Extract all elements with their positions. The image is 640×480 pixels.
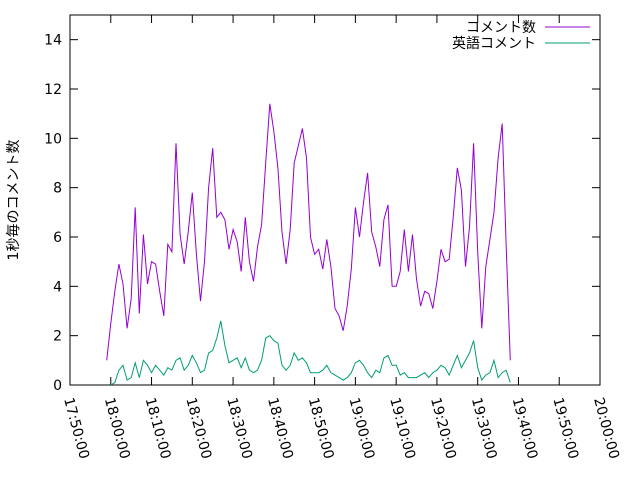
y-axis-label: 1秒毎のコメント数 [6,140,22,261]
legend-label: 英語コメント [452,35,536,52]
y-tick-label: 2 [53,329,62,345]
y-tick-label: 12 [44,82,62,98]
x-tick-label: 19:30:00 [468,396,500,461]
x-axis-ticks: 17:50:00 18:00:00 18:10:00 18:20:00 18:30:00… [60,15,622,461]
plot-border [69,14,601,386]
y-tick-label: 4 [53,279,62,295]
x-tick-label: 19:10:00 [386,396,418,461]
y-tick-label: 10 [44,131,62,147]
plot-frame [69,14,601,386]
x-tick-label: 19:00:00 [346,396,378,461]
y-tick-label: 14 [44,33,62,49]
series-line [110,320,511,386]
x-tick-label: 19:50:00 [549,396,581,461]
x-tick-label: 19:20:00 [427,396,459,461]
series-line [106,103,511,361]
x-tick-label: 18:50:00 [305,396,337,461]
x-tick-label: 18:30:00 [223,396,255,461]
series-layer [106,103,511,386]
x-tick-label: 20:00:00 [590,396,622,461]
legend-label: コメント数 [466,20,536,36]
y-tick-label: 8 [53,181,62,197]
x-tick-label: 18:40:00 [264,396,296,461]
x-tick-label: 18:10:00 [142,396,174,461]
x-tick-label: 18:20:00 [182,396,214,461]
x-tick-label: 17:50:00 [60,396,92,461]
x-tick-label: 18:00:00 [101,396,133,461]
y-tick-label: 6 [53,230,62,246]
y-tick-label: 0 [53,378,62,394]
x-tick-label: 19:40:00 [509,396,541,461]
y-axis-ticks: 0 2 4 6 8 10 12 14 [44,33,600,394]
